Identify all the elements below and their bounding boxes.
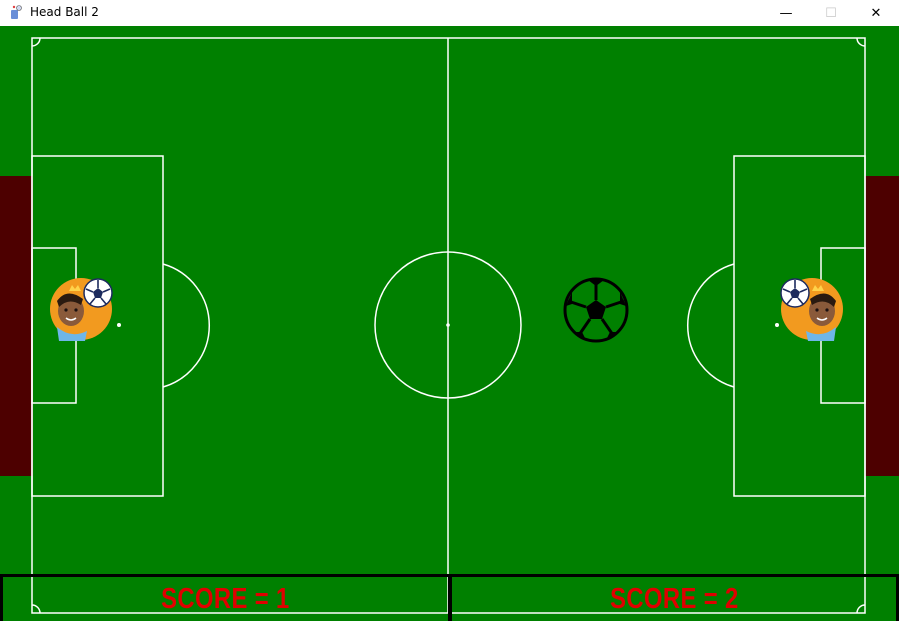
right-score-panel: SCORE = 2	[449, 574, 899, 621]
center-spot	[446, 323, 450, 327]
left-penalty-arc	[162, 263, 210, 388]
close-button[interactable]: ✕	[870, 5, 882, 21]
corner-arc-br	[856, 604, 866, 614]
right-penalty-spot	[775, 323, 779, 327]
corner-arc-tr	[856, 37, 866, 47]
left-penalty-spot	[117, 323, 121, 327]
pitch-drawing	[0, 37, 899, 614]
maximize-button[interactable]: ☐	[825, 5, 837, 21]
corner-arc-tl	[31, 37, 41, 47]
right-goal	[865, 176, 899, 476]
right-score-label: SCORE = 2	[609, 582, 739, 615]
right-penalty-arc	[687, 263, 735, 388]
minimize-button[interactable]: —	[779, 5, 793, 21]
left-score-label: SCORE = 1	[161, 582, 290, 615]
left-goal	[0, 176, 33, 476]
window-titlebar[interactable]: Head Ball 2 — ☐ ✕	[0, 0, 899, 26]
left-player	[50, 278, 113, 341]
center-circle	[374, 251, 522, 399]
game-ball	[563, 277, 629, 343]
corner-arc-bl	[31, 604, 41, 614]
right-player	[780, 278, 843, 341]
left-score-panel: SCORE = 1	[0, 574, 451, 621]
window-title: Head Ball 2	[30, 5, 99, 19]
soccer-pitch	[0, 26, 899, 621]
game-app-icon	[11, 5, 22, 19]
